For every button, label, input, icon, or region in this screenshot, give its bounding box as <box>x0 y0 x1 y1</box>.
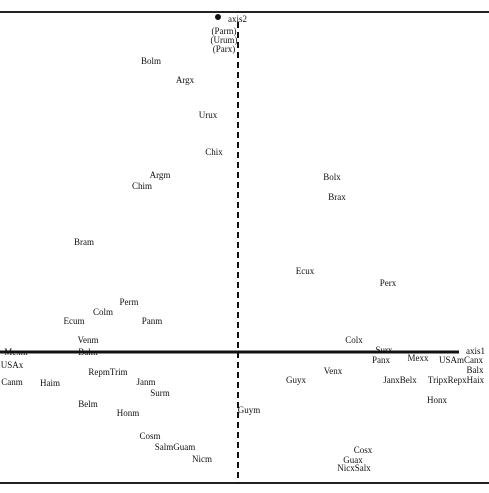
point-label: Panx <box>372 355 391 365</box>
point-label: Guym <box>238 405 261 415</box>
point-label: SalmGuam <box>155 442 196 452</box>
point-label: Panm <box>142 316 163 326</box>
point-label: Ecum <box>64 316 85 326</box>
y-axis-label: axis2 <box>228 14 247 24</box>
point-label: Honx <box>427 395 447 405</box>
point-label: Canm <box>1 377 23 387</box>
point-label: Nicm <box>192 454 212 464</box>
point-label: Colm <box>93 307 113 317</box>
point-label: Guyx <box>286 375 306 385</box>
point-label: USAx <box>1 360 24 370</box>
point-label: Argm <box>150 170 171 180</box>
point-label: Guax <box>343 455 363 465</box>
point-label: Balm <box>78 347 98 357</box>
point-label: Bolm <box>141 56 161 66</box>
point-label: Colx <box>345 335 363 345</box>
point-label: Honm <box>117 408 140 418</box>
point-label: Janm <box>137 377 156 387</box>
point-label: Chix <box>205 147 223 157</box>
point-label: Venx <box>324 366 343 376</box>
point-label: (Parx) <box>213 44 236 54</box>
point-label: Bram <box>74 237 94 247</box>
point-label: (Urum) <box>211 35 238 45</box>
point-label: Urux <box>199 110 218 120</box>
point-label: Venm <box>78 335 99 345</box>
point-label: Ecux <box>296 266 315 276</box>
point-label: Mexx <box>408 353 429 363</box>
point-label: Mexm <box>4 347 28 357</box>
axis-2-marker <box>215 14 221 20</box>
point-label: Balx <box>467 365 484 375</box>
point-label: Argx <box>176 75 195 85</box>
point-label: USAmCanx <box>439 355 484 365</box>
point-label: (Parm) <box>212 26 237 36</box>
point-label: NicxSalx <box>337 463 371 473</box>
point-label: Bolx <box>323 172 341 182</box>
point-label: Surm <box>150 388 170 398</box>
point-label: Perm <box>120 297 139 307</box>
point-label: Surx <box>375 345 393 355</box>
point-label: Perx <box>380 278 397 288</box>
point-label: Cosx <box>354 445 373 455</box>
point-label: Cosm <box>139 431 160 441</box>
point-label: TripxRepxHaix <box>428 375 485 385</box>
x-axis-label: axis1 <box>466 346 485 356</box>
point-label: Belm <box>78 399 98 409</box>
point-label: Haim <box>40 378 60 388</box>
point-label: Brax <box>328 192 346 202</box>
point-label: RepmTrim <box>88 367 127 377</box>
point-label: Chim <box>132 181 152 191</box>
point-label: JanxBelx <box>383 375 417 385</box>
